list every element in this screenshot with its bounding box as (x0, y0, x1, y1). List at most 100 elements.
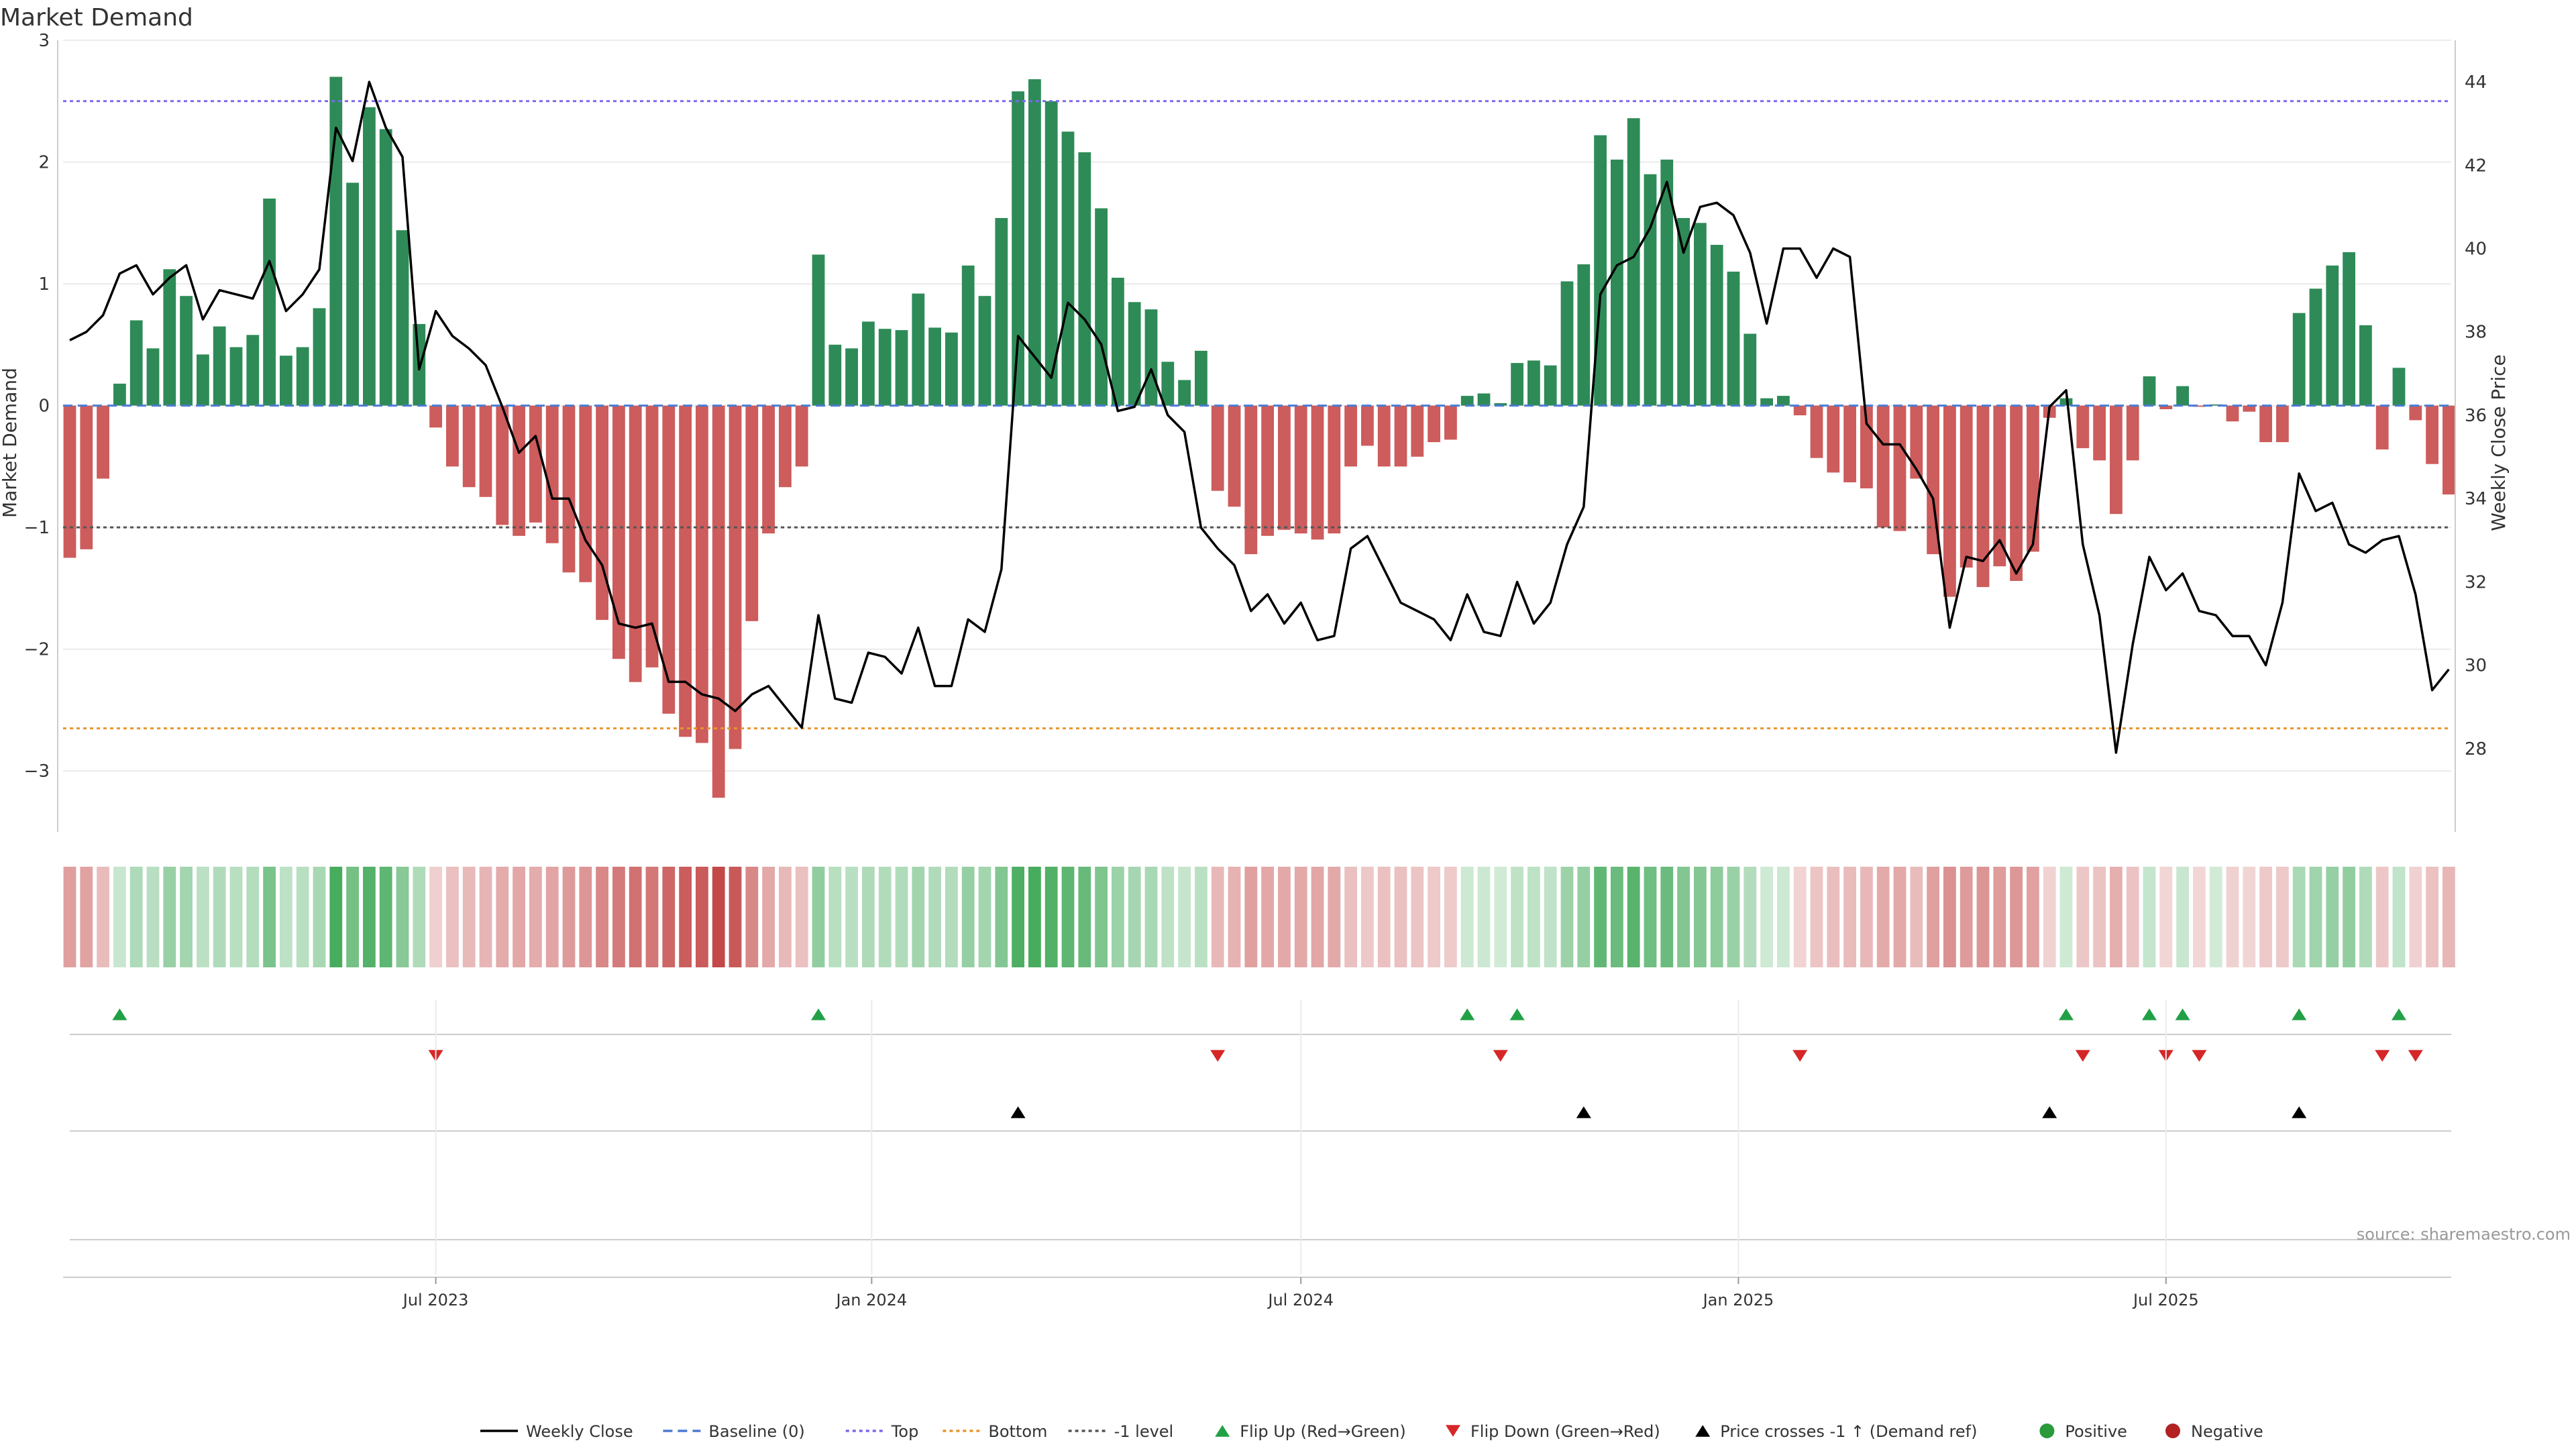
demand-bar (1061, 131, 1075, 406)
demand-bar (612, 405, 625, 659)
demand-bar (995, 218, 1008, 406)
heat-cell (878, 867, 892, 967)
demand-bar (1560, 281, 1574, 406)
heat-cell (1743, 867, 1757, 967)
flip-down-marker (2075, 1050, 2090, 1062)
heat-cell (2143, 867, 2156, 967)
heat-cell (1477, 867, 1491, 967)
heat-cell (180, 867, 193, 967)
demand-bar (1444, 405, 1457, 440)
demand-bar (1428, 405, 1440, 443)
demand-bar (1810, 405, 1823, 458)
x-axis: Jul 2023 Jan 2024 Jul 2024 Jan 2025 Jul 2025 (63, 1000, 2451, 1309)
legend-label: Negative (2191, 1422, 2263, 1441)
demand-bar (928, 327, 941, 406)
heat-cell (163, 867, 176, 967)
demand-bar (1644, 174, 1657, 406)
heat-cell (1494, 867, 1507, 967)
heat-cell (2226, 867, 2239, 967)
y-left-tick-label: 2 (38, 153, 50, 173)
demand-bar (129, 320, 143, 406)
heat-cell (1560, 867, 1574, 967)
heat-cell (2110, 867, 2123, 967)
heat-cell (1943, 867, 1956, 967)
demand-bar (878, 329, 892, 406)
demand-bar (2343, 252, 2355, 406)
demand-bar (446, 405, 459, 467)
heat-cell (462, 867, 476, 967)
demand-bar (1244, 405, 1258, 555)
demand-bar (1161, 362, 1175, 406)
heat-cell (2010, 867, 2023, 967)
demand-bar (1677, 218, 1690, 406)
demand-bar (1044, 101, 1058, 406)
heat-cell (1394, 867, 1407, 967)
flip-up-marker (2175, 1008, 2190, 1020)
demand-bar (97, 405, 109, 479)
legend: Weekly Close Baseline (0) Top Bottom -1 leve… (480, 1422, 2263, 1441)
demand-bar (978, 296, 991, 406)
price-cross-marker (2292, 1106, 2307, 1118)
heat-cell (1361, 867, 1374, 967)
heat-cell (1428, 867, 1440, 967)
demand-bar (1611, 159, 1623, 406)
heat-cell (1460, 867, 1474, 967)
heat-cell (1311, 867, 1324, 967)
demand-bar (2326, 265, 2339, 406)
flip-down-marker (2192, 1050, 2207, 1062)
price-cross-marker (1010, 1106, 1026, 1118)
heat-cell (812, 867, 825, 967)
heat-cell (612, 867, 625, 967)
heat-cell (1810, 867, 1823, 967)
y-right-tick-label: 30 (2465, 656, 2487, 676)
demand-bar (2392, 368, 2406, 406)
legend-label: Bottom (988, 1422, 1047, 1441)
heat-cell (562, 867, 576, 967)
heat-cell (1511, 867, 1523, 967)
demand-bar (961, 265, 975, 406)
legend-item: Flip Up (Red→Green) (1215, 1422, 1406, 1441)
heat-cell (1411, 867, 1424, 967)
flip-up-marker (112, 1008, 127, 1020)
demand-bar (1960, 405, 1973, 568)
demand-bar (1228, 405, 1241, 507)
heat-cell (1660, 867, 1674, 967)
demand-bar (1511, 363, 1523, 406)
legend-swatch-triangle (1215, 1425, 1230, 1437)
heat-cell (63, 867, 76, 967)
flip-up-marker (2059, 1008, 2074, 1020)
heat-cell (213, 867, 226, 967)
heat-cell (363, 867, 376, 967)
demand-bar (2243, 405, 2256, 412)
heat-cell (1694, 867, 1707, 967)
demand-bar (862, 321, 875, 406)
heat-cell (912, 867, 925, 967)
x-tick-label: Jul 2023 (402, 1291, 469, 1309)
demand-bar (712, 405, 725, 798)
demand-bar (1527, 360, 1540, 406)
demand-bar (645, 405, 659, 667)
heat-cell (2409, 867, 2422, 967)
demand-bar (263, 199, 276, 406)
demand-bar (2059, 398, 2073, 406)
legend-item: Bottom (943, 1422, 1047, 1441)
heat-cell (1078, 867, 1091, 967)
heat-cell (379, 867, 392, 967)
demand-bar (1910, 405, 1923, 479)
legend-label: Baseline (0) (708, 1422, 804, 1441)
flip-up-marker (2392, 1008, 2406, 1020)
flip-up-marker (1509, 1008, 1525, 1020)
heat-cell (97, 867, 109, 967)
demand-bar (2193, 405, 2206, 407)
demand-bar (629, 405, 642, 682)
demand-bar (2143, 376, 2156, 406)
legend-label: Top (891, 1422, 919, 1441)
heat-cell (2292, 867, 2306, 967)
demand-bar (1827, 405, 1840, 473)
flip-up-marker (811, 1008, 826, 1020)
demand-bar (1710, 245, 1723, 406)
weekly-close-line (69, 80, 2450, 754)
heat-cell (1577, 867, 1591, 967)
demand-bar (1394, 405, 1407, 467)
heat-cell (845, 867, 858, 967)
